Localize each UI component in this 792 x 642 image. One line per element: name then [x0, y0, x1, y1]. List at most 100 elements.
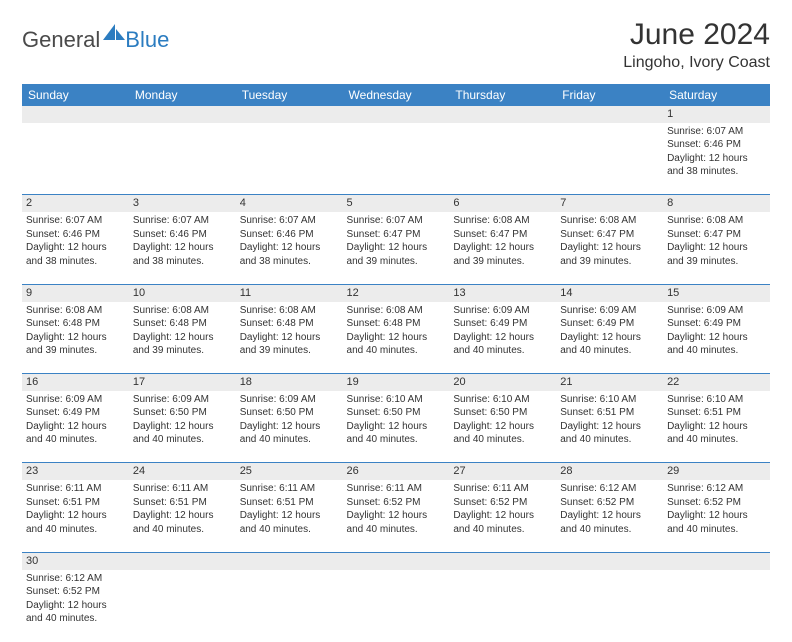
daylight-line: Daylight: 12 hours and 39 minutes. [26, 331, 125, 358]
day-details: Sunrise: 6:08 AMSunset: 6:47 PMDaylight:… [667, 214, 766, 268]
daylight-line: Daylight: 12 hours and 38 minutes. [240, 241, 339, 268]
calendar-day-cell: Sunrise: 6:12 AMSunset: 6:52 PMDaylight:… [22, 570, 129, 642]
calendar-day-cell [129, 123, 236, 195]
daylight-line: Daylight: 12 hours and 39 minutes. [560, 241, 659, 268]
sunrise-line: Sunrise: 6:08 AM [560, 214, 659, 228]
sunset-line: Sunset: 6:52 PM [26, 585, 125, 599]
logo-text-general: General [22, 27, 100, 53]
day-number-cell [556, 552, 663, 569]
daylight-line: Daylight: 12 hours and 39 minutes. [133, 331, 232, 358]
sunset-line: Sunset: 6:52 PM [453, 496, 552, 510]
logo-text-blue: Blue [125, 27, 169, 53]
calendar-day-cell [129, 570, 236, 642]
sunrise-line: Sunrise: 6:09 AM [560, 304, 659, 318]
calendar-week-row: Sunrise: 6:08 AMSunset: 6:48 PMDaylight:… [22, 302, 770, 374]
day-number-cell: 16 [22, 374, 129, 391]
calendar-day-cell: Sunrise: 6:08 AMSunset: 6:47 PMDaylight:… [663, 212, 770, 284]
sunset-line: Sunset: 6:48 PM [133, 317, 232, 331]
day-number-cell: 28 [556, 463, 663, 480]
calendar-week-row: Sunrise: 6:11 AMSunset: 6:51 PMDaylight:… [22, 480, 770, 552]
sunrise-line: Sunrise: 6:12 AM [26, 572, 125, 586]
daylight-line: Daylight: 12 hours and 39 minutes. [453, 241, 552, 268]
weekday-header: Tuesday [236, 84, 343, 106]
calendar-day-cell: Sunrise: 6:07 AMSunset: 6:46 PMDaylight:… [129, 212, 236, 284]
day-number: 11 [240, 287, 251, 299]
daylight-line: Daylight: 12 hours and 40 minutes. [560, 331, 659, 358]
day-number-cell [236, 552, 343, 569]
day-number-cell: 4 [236, 195, 343, 212]
sunset-line: Sunset: 6:50 PM [347, 406, 446, 420]
day-details: Sunrise: 6:10 AMSunset: 6:51 PMDaylight:… [667, 393, 766, 447]
sunrise-line: Sunrise: 6:11 AM [133, 482, 232, 496]
day-number-cell: 19 [343, 374, 450, 391]
sunrise-line: Sunrise: 6:09 AM [240, 393, 339, 407]
calendar-day-cell: Sunrise: 6:07 AMSunset: 6:46 PMDaylight:… [663, 123, 770, 195]
day-details: Sunrise: 6:09 AMSunset: 6:49 PMDaylight:… [26, 393, 125, 447]
day-number-cell: 17 [129, 374, 236, 391]
calendar-week-row: Sunrise: 6:07 AMSunset: 6:46 PMDaylight:… [22, 212, 770, 284]
sunrise-line: Sunrise: 6:10 AM [667, 393, 766, 407]
calendar-day-cell [236, 570, 343, 642]
calendar-week-row: Sunrise: 6:09 AMSunset: 6:49 PMDaylight:… [22, 391, 770, 463]
day-number: 8 [667, 197, 673, 209]
day-details: Sunrise: 6:07 AMSunset: 6:46 PMDaylight:… [26, 214, 125, 268]
daylight-line: Daylight: 12 hours and 40 minutes. [26, 509, 125, 536]
calendar-day-cell: Sunrise: 6:07 AMSunset: 6:47 PMDaylight:… [343, 212, 450, 284]
calendar-day-cell: Sunrise: 6:10 AMSunset: 6:50 PMDaylight:… [449, 391, 556, 463]
day-number-cell: 7 [556, 195, 663, 212]
sunrise-line: Sunrise: 6:10 AM [347, 393, 446, 407]
weekday-header: Friday [556, 84, 663, 106]
sunset-line: Sunset: 6:51 PM [26, 496, 125, 510]
day-number-cell: 5 [343, 195, 450, 212]
sunrise-line: Sunrise: 6:12 AM [667, 482, 766, 496]
day-number: 6 [453, 197, 459, 209]
sunrise-line: Sunrise: 6:07 AM [667, 125, 766, 139]
day-number-cell: 27 [449, 463, 556, 480]
sunrise-line: Sunrise: 6:10 AM [560, 393, 659, 407]
day-number-row: 9101112131415 [22, 284, 770, 301]
day-details: Sunrise: 6:07 AMSunset: 6:47 PMDaylight:… [347, 214, 446, 268]
daylight-line: Daylight: 12 hours and 39 minutes. [667, 241, 766, 268]
day-number: 21 [560, 376, 572, 388]
daylight-line: Daylight: 12 hours and 40 minutes. [347, 331, 446, 358]
calendar-day-cell: Sunrise: 6:09 AMSunset: 6:49 PMDaylight:… [22, 391, 129, 463]
calendar-day-cell [236, 123, 343, 195]
day-number: 12 [347, 287, 359, 299]
sunrise-line: Sunrise: 6:09 AM [453, 304, 552, 318]
calendar-day-cell: Sunrise: 6:08 AMSunset: 6:47 PMDaylight:… [556, 212, 663, 284]
day-number: 30 [26, 555, 38, 567]
day-number-cell [236, 106, 343, 123]
calendar-day-cell: Sunrise: 6:07 AMSunset: 6:46 PMDaylight:… [22, 212, 129, 284]
day-details: Sunrise: 6:12 AMSunset: 6:52 PMDaylight:… [26, 572, 125, 626]
sunset-line: Sunset: 6:49 PM [453, 317, 552, 331]
day-number-cell [129, 552, 236, 569]
sunrise-line: Sunrise: 6:11 AM [347, 482, 446, 496]
calendar-day-cell: Sunrise: 6:10 AMSunset: 6:50 PMDaylight:… [343, 391, 450, 463]
daylight-line: Daylight: 12 hours and 40 minutes. [560, 509, 659, 536]
day-number-cell [663, 552, 770, 569]
calendar-day-cell: Sunrise: 6:11 AMSunset: 6:51 PMDaylight:… [129, 480, 236, 552]
day-details: Sunrise: 6:10 AMSunset: 6:51 PMDaylight:… [560, 393, 659, 447]
day-details: Sunrise: 6:08 AMSunset: 6:48 PMDaylight:… [133, 304, 232, 358]
sunset-line: Sunset: 6:47 PM [560, 228, 659, 242]
day-number-cell [449, 552, 556, 569]
day-number-row: 2345678 [22, 195, 770, 212]
sunset-line: Sunset: 6:51 PM [133, 496, 232, 510]
location: Lingoho, Ivory Coast [623, 54, 770, 72]
calendar-day-cell [343, 123, 450, 195]
daylight-line: Daylight: 12 hours and 40 minutes. [26, 420, 125, 447]
day-number-cell: 1 [663, 106, 770, 123]
day-number: 25 [240, 465, 252, 477]
calendar-day-cell: Sunrise: 6:09 AMSunset: 6:50 PMDaylight:… [236, 391, 343, 463]
weekday-header-row: Sunday Monday Tuesday Wednesday Thursday… [22, 84, 770, 106]
daylight-line: Daylight: 12 hours and 40 minutes. [667, 509, 766, 536]
day-details: Sunrise: 6:11 AMSunset: 6:51 PMDaylight:… [240, 482, 339, 536]
calendar-week-row: Sunrise: 6:12 AMSunset: 6:52 PMDaylight:… [22, 570, 770, 642]
day-details: Sunrise: 6:07 AMSunset: 6:46 PMDaylight:… [667, 125, 766, 179]
daylight-line: Daylight: 12 hours and 39 minutes. [240, 331, 339, 358]
logo: General Blue [22, 24, 169, 55]
day-number-cell: 13 [449, 284, 556, 301]
sunset-line: Sunset: 6:48 PM [240, 317, 339, 331]
day-number-cell: 20 [449, 374, 556, 391]
day-details: Sunrise: 6:08 AMSunset: 6:48 PMDaylight:… [347, 304, 446, 358]
